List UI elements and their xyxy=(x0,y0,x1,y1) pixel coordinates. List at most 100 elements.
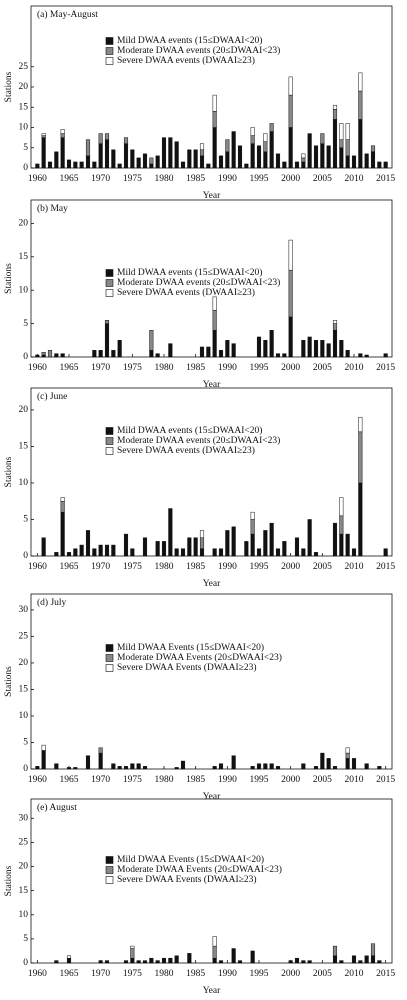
bar-segment xyxy=(174,548,179,557)
y-tick-label: 15 xyxy=(19,685,29,695)
bar-segment xyxy=(174,141,179,169)
bar-segment xyxy=(332,766,338,770)
bar-segment xyxy=(358,119,363,169)
bar-segment xyxy=(263,763,268,770)
y-axis-label: Stations xyxy=(4,456,14,487)
y-tick-label: 30 xyxy=(19,813,29,823)
x-axis-label: Year xyxy=(203,986,221,996)
bar-segment xyxy=(345,533,350,557)
bar-segment xyxy=(218,960,224,964)
y-axis-label: Stations xyxy=(4,865,14,896)
bar-segment xyxy=(199,346,205,358)
bar-segment xyxy=(326,343,331,358)
bar-segment xyxy=(104,133,110,140)
bar-segment xyxy=(73,767,78,770)
x-tick-label: 2005 xyxy=(313,969,332,979)
bar-segment xyxy=(332,109,338,120)
x-tick-label: 1970 xyxy=(91,363,110,373)
x-tick-label: 1960 xyxy=(28,174,47,184)
bar-segment xyxy=(149,330,154,351)
bar-segment xyxy=(117,340,122,358)
x-tick-label: 2005 xyxy=(313,363,332,373)
y-axis-label: Stations xyxy=(4,71,14,102)
x-tick-label: 2010 xyxy=(345,969,364,979)
bar-segment xyxy=(339,515,344,535)
x-tick-label: 1965 xyxy=(60,562,79,572)
legend-label: Moderate DWAA Events (20≤DWAAI<23) xyxy=(117,864,282,875)
y-tick-label: 0 xyxy=(23,352,28,362)
bar-segment xyxy=(225,151,230,169)
y-tick-label: 5 xyxy=(23,319,28,329)
bar-segment xyxy=(41,744,46,751)
bar-segment xyxy=(66,767,72,770)
y-tick-label: 30 xyxy=(19,605,29,615)
bar-segment xyxy=(92,350,97,358)
x-tick-label: 2010 xyxy=(345,562,364,572)
bar-segment xyxy=(218,763,224,770)
legend-swatch xyxy=(105,664,114,672)
legend-label: Moderate DWAA events (20≤DWAAI<23) xyxy=(117,277,280,288)
bar-segment xyxy=(212,309,217,331)
bar-segment xyxy=(307,336,312,358)
bar-segment xyxy=(370,943,376,957)
bar-segment xyxy=(275,548,281,557)
legend-label: Mild DWAA events (15≤DWAAI<20) xyxy=(117,35,262,46)
bar-segment xyxy=(180,760,186,770)
bar-segment xyxy=(351,548,357,557)
x-tick-label: 2015 xyxy=(376,562,395,572)
x-tick-label: 1970 xyxy=(91,562,110,572)
bar-segment xyxy=(288,127,293,169)
bar-segment xyxy=(142,153,148,169)
bar-segment xyxy=(358,90,363,120)
bar-segment xyxy=(199,143,205,151)
bar-segment xyxy=(60,353,65,358)
bar-segment xyxy=(98,960,103,964)
bar-segment xyxy=(35,766,40,770)
bar-segment xyxy=(345,123,350,140)
x-tick-label: 1995 xyxy=(250,174,269,184)
legend-label: Mild DWAA Events (15≤DWAAI<20) xyxy=(117,642,264,653)
bar-segment xyxy=(98,133,103,144)
bar-segment xyxy=(326,758,331,770)
bar-segment xyxy=(187,953,192,964)
bar-segment xyxy=(370,151,376,169)
bar-segment xyxy=(269,763,274,770)
x-tick-label: 2010 xyxy=(345,174,364,184)
bar-segment xyxy=(66,957,72,964)
bar-segment xyxy=(269,123,274,132)
x-tick-label: 1980 xyxy=(155,562,174,572)
bar-segment xyxy=(130,763,135,770)
x-tick-label: 1990 xyxy=(218,562,237,572)
legend-swatch xyxy=(105,866,114,874)
bar-segment xyxy=(85,530,91,557)
y-tick-label: 20 xyxy=(19,862,29,872)
x-tick-label: 1980 xyxy=(155,363,174,373)
bar-segment xyxy=(199,548,205,557)
bar-segment xyxy=(111,763,116,770)
x-tick-label: 1990 xyxy=(218,775,237,785)
bar-segment xyxy=(73,548,78,557)
bar-segment xyxy=(370,955,376,964)
bar-segment xyxy=(370,145,376,153)
bar-segment xyxy=(41,137,46,169)
bar-segment xyxy=(60,137,65,169)
bar-segment xyxy=(345,758,350,770)
x-tick-label: 2015 xyxy=(376,174,395,184)
x-tick-label: 2015 xyxy=(376,969,395,979)
bar-segment xyxy=(212,94,217,112)
bar-segment xyxy=(301,548,306,557)
bar-segment xyxy=(250,127,255,136)
bar-segment xyxy=(288,94,293,128)
x-tick-label: 1975 xyxy=(123,969,142,979)
bar-segment xyxy=(149,163,154,169)
plot-frame xyxy=(30,387,393,557)
bar-segment xyxy=(231,343,236,358)
bar-segment xyxy=(320,133,325,144)
legend-label: Severe DWAA events (DWAAI≥23) xyxy=(117,287,255,298)
bar-segment xyxy=(301,763,306,770)
bar-segment xyxy=(301,157,306,163)
bar-segment xyxy=(168,957,173,964)
bar-segment xyxy=(155,155,160,169)
x-tick-label: 2000 xyxy=(281,775,300,785)
bar-segment xyxy=(54,353,59,358)
